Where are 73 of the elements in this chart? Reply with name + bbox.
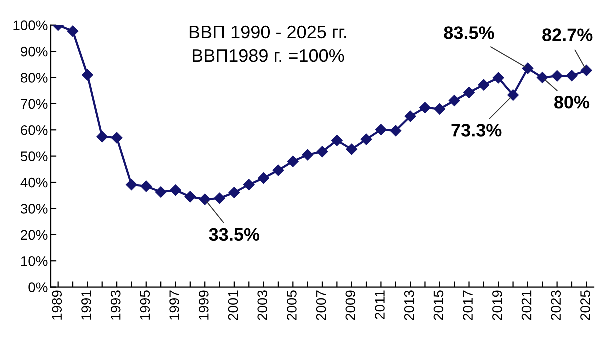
point xyxy=(199,194,211,206)
x-tick-label: 2025 xyxy=(580,290,590,320)
point xyxy=(272,164,284,176)
point xyxy=(376,124,387,136)
point xyxy=(140,180,152,192)
point xyxy=(420,102,431,114)
x-tick-label: 2003 xyxy=(258,290,268,320)
point xyxy=(111,132,123,144)
point xyxy=(360,134,372,146)
point xyxy=(96,131,108,143)
point xyxy=(346,144,358,156)
point xyxy=(537,72,548,84)
y-tick-label: 70% xyxy=(21,99,48,110)
point xyxy=(434,104,446,115)
point xyxy=(67,26,79,37)
x-tick-label: 2005 xyxy=(287,290,297,320)
x-tick-label: 2013 xyxy=(404,290,414,320)
point xyxy=(214,192,226,204)
point xyxy=(581,65,592,76)
point xyxy=(390,125,402,137)
y-tick-label: 50% xyxy=(20,152,48,162)
point xyxy=(288,156,299,168)
point xyxy=(126,179,138,190)
point xyxy=(448,95,460,106)
x-tick-label: 2021 xyxy=(522,290,532,320)
point xyxy=(566,70,578,82)
x-tick-label: 1989 xyxy=(52,290,62,320)
x-tick-label: 1995 xyxy=(140,290,150,320)
chart-title: ВВП 1990 - 2025 гг. xyxy=(190,26,346,39)
annotation: 73.3% xyxy=(452,124,502,137)
point xyxy=(464,87,475,98)
x-tick-label: 2015 xyxy=(434,290,444,320)
annotation: 83.5% xyxy=(444,26,494,40)
y-tick-label: 40% xyxy=(20,178,48,188)
x-tick-label: 2023 xyxy=(551,290,562,320)
x-tick-label: 2001 xyxy=(228,290,238,320)
annotation: 80% xyxy=(554,96,590,109)
annotation: 82.7% xyxy=(542,28,593,42)
point xyxy=(478,79,490,91)
x-tick-label: 1997 xyxy=(170,290,180,320)
point xyxy=(508,90,519,101)
point xyxy=(244,179,255,190)
y-tick-label: 60% xyxy=(21,125,48,136)
y-tick-label: 90% xyxy=(21,46,48,57)
x-tick-label: 2019 xyxy=(492,290,502,320)
annotation: 33.5% xyxy=(209,228,260,242)
x-tick-label: 1999 xyxy=(198,290,209,320)
x-tick-label: 2011 xyxy=(375,290,385,320)
point xyxy=(552,70,563,82)
y-tick-label: 0% xyxy=(28,282,48,292)
point xyxy=(522,62,534,74)
y-tick-label: 20% xyxy=(21,230,48,240)
point xyxy=(170,184,182,196)
x-tick-label: 1991 xyxy=(82,290,92,320)
point xyxy=(184,191,196,203)
point xyxy=(258,172,270,184)
point xyxy=(82,70,94,81)
x-tick-label: 1993 xyxy=(110,290,121,320)
y-tick-label: 80% xyxy=(21,73,48,83)
y-tick-label: 30% xyxy=(20,204,48,214)
point xyxy=(316,146,328,158)
point xyxy=(404,110,416,122)
point xyxy=(228,187,240,198)
x-tick-label: 2009 xyxy=(346,290,356,320)
y-tick-label: 10% xyxy=(21,256,48,266)
text: ВВП1989 г. =100% xyxy=(192,49,344,62)
x-tick-label: 2007 xyxy=(316,290,326,320)
point xyxy=(155,186,167,198)
point xyxy=(302,149,314,161)
y-tick-label: 100% xyxy=(14,20,48,31)
x-tick-label: 2017 xyxy=(463,290,473,320)
point xyxy=(493,72,504,84)
point xyxy=(332,135,343,146)
